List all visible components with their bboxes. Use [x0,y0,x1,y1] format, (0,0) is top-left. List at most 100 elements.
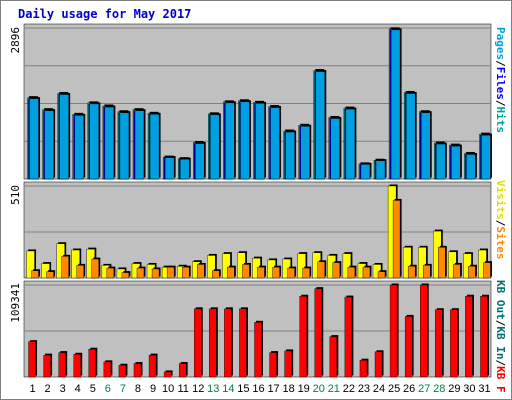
legend-pages: Pages [494,27,507,60]
bar-sites-day-15 [242,264,250,279]
bar-sites-day-23 [362,266,371,279]
bar-sites-day-2 [46,271,54,279]
bar-pages-day-18 [285,131,295,180]
legend-sep-5: / [494,360,507,367]
bar-sites-day-1 [31,270,39,279]
chart-title: Daily usage for May 2017 [18,7,191,21]
bar-pages-day-13 [210,114,220,180]
legend-kb-in-part-2: In [494,346,507,359]
day-label-17: 17 [267,383,279,395]
bar-pages-day-8 [134,110,145,180]
day-label-3: 3 [60,383,66,395]
panel-3-ymax-label: 109341 [9,283,22,323]
panel-2-ymax-label: 510 [9,185,22,205]
bar-pages-day-31 [481,135,491,180]
legend-kbf-part-1: KB [494,366,507,380]
bar-pages-day-27 [421,112,431,180]
legend-files: Files [494,67,507,100]
bar-sites-day-26 [407,266,416,279]
bar-sites-day-21 [332,262,341,279]
day-label-22: 22 [343,383,355,395]
bar-sites-day-29 [453,264,461,279]
bar-sites-day-14 [227,266,235,279]
day-label-23: 23 [358,383,370,395]
bar-pages-day-28 [436,143,446,180]
bar-kbytes-day-15 [239,308,247,378]
day-label-13: 13 [207,383,219,395]
bar-kbytes-day-11 [178,363,187,378]
bar-pages-day-22 [345,108,356,180]
panel-2-bars [26,184,492,279]
bar-sites-day-16 [257,266,265,279]
bar-kbytes-day-17 [269,352,277,378]
bar-kbytes-day-21 [329,336,338,378]
legend-space-1 [494,293,507,300]
bar-kbytes-day-5 [88,349,96,378]
day-label-20: 20 [313,383,325,395]
day-label-10: 10 [162,383,174,395]
legend-sep-2: / [494,100,507,107]
day-label-19: 19 [298,383,310,395]
bar-kbytes-day-29 [450,309,458,378]
day-label-2: 2 [45,383,51,395]
bar-kbytes-day-1 [28,341,36,378]
panel-3-bars [28,283,489,378]
bar-kbytes-day-13 [209,308,217,378]
bar-kbytes-day-16 [254,322,262,378]
day-label-18: 18 [283,383,295,395]
day-label-31: 31 [478,383,490,395]
bar-pages-day-29 [451,145,461,180]
bar-kbytes-day-10 [163,371,172,378]
bar-pages-day-14 [225,102,235,180]
bar-pages-day-4 [74,115,84,180]
legend-kb-out-part-1: KB [494,280,507,294]
bar-kbytes-day-26 [404,316,413,378]
bar-kbytes-day-24 [374,351,383,378]
day-label-16: 16 [252,383,264,395]
bar-sites-day-4 [76,265,84,279]
legend-sites: Sites [494,226,507,259]
panel-1-bars [27,27,492,180]
bar-kbytes-day-3 [58,352,66,378]
bar-kbytes-day-14 [224,308,232,378]
bar-visits-day-19 [297,253,306,279]
bar-sites-day-17 [272,266,280,279]
bar-pages-day-15 [240,101,250,180]
day-label-14: 14 [222,383,234,395]
bar-pages-day-19 [300,126,310,180]
bar-sites-day-25 [392,200,401,279]
bar-sites-day-31 [483,262,491,279]
panel-1-legend: Pages/Files/Hits [494,27,507,133]
bar-visits-day-13 [207,255,216,279]
legend-kbf-part-2: F [494,386,507,393]
day-label-6: 6 [105,383,111,395]
bar-pages-day-5 [89,103,99,180]
bar-pages-day-7 [119,112,130,180]
day-label-25: 25 [388,383,400,395]
bar-sites-day-30 [468,266,476,279]
bar-sites-day-6 [106,267,115,279]
day-label-27: 27 [418,383,430,395]
panel-2-plot [23,181,492,279]
bar-sites-day-22 [347,266,356,279]
bar-pages-day-6 [104,106,115,180]
bar-kbytes-day-20 [314,288,322,378]
bar-sites-day-19 [302,267,310,279]
panel-2-gridlines [24,185,491,233]
day-label-5: 5 [90,383,96,395]
legend-kb-in-part-1: KB [494,326,507,340]
bar-visits-day-27 [418,247,427,279]
day-label-28: 28 [433,383,445,395]
day-label-30: 30 [463,383,475,395]
bar-pages-day-17 [270,107,280,180]
day-label-15: 15 [237,383,249,395]
day-label-21: 21 [328,383,340,395]
legend-visits: Visits [494,180,507,220]
bar-kbytes-day-12 [194,308,202,378]
bar-kbytes-day-9 [148,354,157,378]
bar-sites-day-11 [181,266,190,279]
legend-space-2 [494,340,507,347]
day-label-9: 9 [150,383,156,395]
bar-sites-day-9 [151,268,160,279]
bar-kbytes-day-22 [344,296,353,378]
